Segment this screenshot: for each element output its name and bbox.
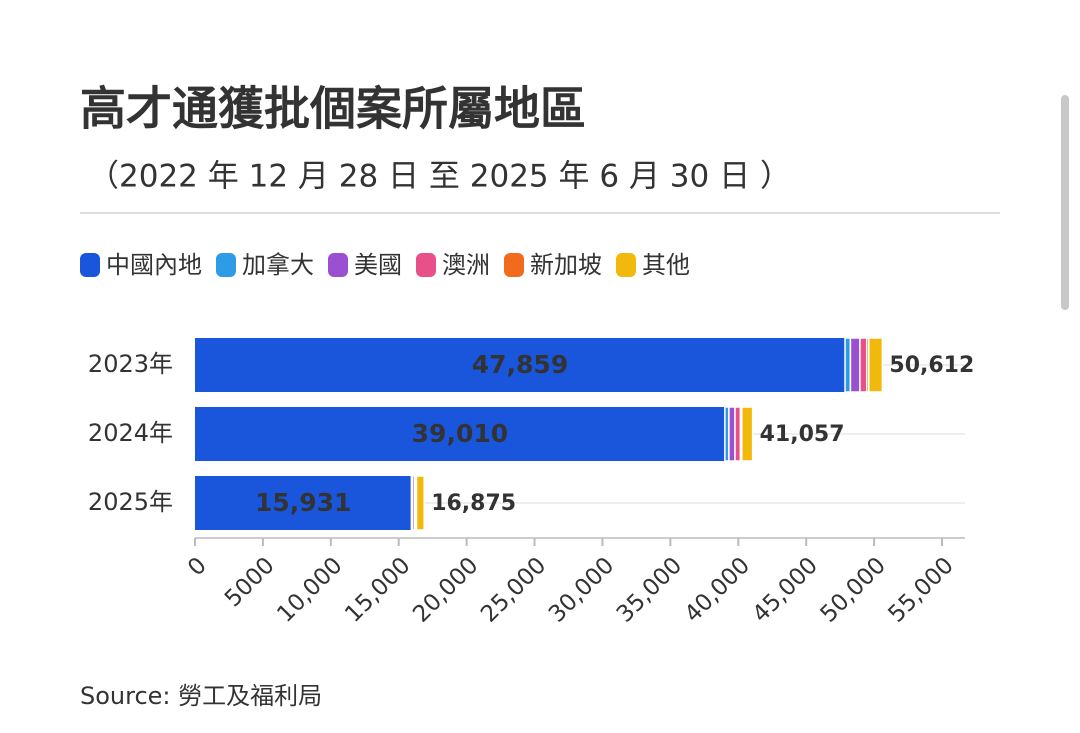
- y-tick-label: 2025年: [88, 488, 173, 516]
- x-tick-label: 45,000: [748, 552, 823, 627]
- x-tick-label: 35,000: [612, 552, 687, 627]
- bar-segment: [741, 406, 754, 462]
- chart-subtitle: （2022 年 12 月 28 日 至 2025 年 6 月 30 日 ）: [88, 159, 791, 195]
- y-tick-label: 2024年: [88, 419, 173, 447]
- y-tick-label: 2023年: [88, 350, 173, 378]
- x-tick-label: 50,000: [816, 552, 891, 627]
- bar-segment: [844, 337, 852, 393]
- bar-segment: [728, 406, 736, 462]
- scrollbar[interactable]: [1061, 95, 1069, 310]
- data-label: 15,931: [255, 488, 351, 517]
- source: Source: 勞工及福利局: [80, 682, 322, 710]
- legend-label: 澳洲: [442, 251, 490, 279]
- legend-swatch: [416, 253, 436, 277]
- x-tick-label: 5000: [220, 552, 280, 612]
- bar-segment: [734, 406, 742, 462]
- bar-segment: [859, 337, 868, 393]
- legend-label: 美國: [354, 251, 402, 279]
- x-tick-label: 55,000: [884, 552, 959, 627]
- x-tick-label: 0: [183, 552, 212, 581]
- x-tick-label: 10,000: [272, 552, 347, 627]
- legend-swatch: [216, 253, 236, 277]
- total-label: 16,875: [431, 491, 516, 516]
- legend-swatch: [616, 253, 636, 277]
- legend-label: 加拿大: [242, 251, 314, 279]
- bar-segment: [195, 476, 412, 530]
- bar-segment: [415, 475, 425, 531]
- bar-segment: [849, 337, 861, 393]
- legend-label: 中國內地: [106, 251, 202, 279]
- bar-segment: [195, 338, 846, 392]
- x-tick-label: 20,000: [408, 552, 483, 627]
- x-tick-label: 15,000: [340, 552, 415, 627]
- chart-title: 高才通獲批個案所屬地區: [80, 82, 586, 136]
- legend-label: 其他: [642, 251, 690, 279]
- legend-swatch: [80, 253, 100, 277]
- legend-swatch: [328, 253, 348, 277]
- total-label: 50,612: [889, 353, 974, 378]
- legend-swatch: [504, 253, 524, 277]
- legend-label: 新加坡: [530, 251, 602, 279]
- bar-segment: [868, 337, 884, 393]
- x-tick-label: 40,000: [680, 552, 755, 627]
- x-tick-label: 25,000: [476, 552, 551, 627]
- data-label: 47,859: [472, 350, 568, 379]
- total-label: 41,057: [760, 422, 845, 447]
- x-tick-label: 30,000: [544, 552, 619, 627]
- bar-segment: [195, 407, 725, 461]
- data-label: 39,010: [412, 419, 508, 448]
